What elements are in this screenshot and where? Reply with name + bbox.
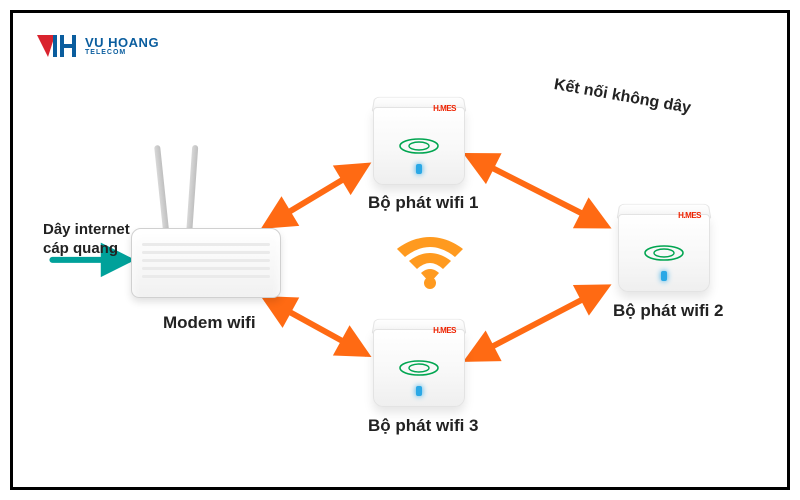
antenna-icon: [154, 145, 170, 240]
mesh-node-1: H.MES: [373, 101, 465, 186]
viettel-logo-icon: [643, 243, 685, 263]
internet-cable-label: Dây internet cáp quang: [43, 221, 130, 259]
cube-badge: H.MES: [433, 326, 456, 335]
mesh-node-2: H.MES: [618, 208, 710, 293]
diagram-frame: VU HOANG TELECOM: [10, 10, 790, 490]
status-led-icon: [416, 164, 422, 174]
wireless-connection-label: Kết nối không dây: [552, 76, 692, 118]
status-led-icon: [661, 271, 667, 281]
node1-label: Bộ phát wifi 1: [368, 193, 479, 213]
cube-badge: H.MES: [433, 104, 456, 113]
wifi-signal-icon: [393, 229, 467, 296]
node2-label: Bộ phát wifi 2: [613, 301, 724, 321]
node3-label: Bộ phát wifi 3: [368, 416, 479, 436]
modem-body: [131, 228, 281, 298]
viettel-logo-icon: [398, 358, 440, 378]
status-led-icon: [416, 386, 422, 396]
modem-label: Modem wifi: [163, 313, 256, 333]
diagram-canvas: H.MES H.MES: [13, 13, 787, 487]
viettel-logo-icon: [398, 136, 440, 156]
cube-badge: H.MES: [678, 211, 701, 220]
modem-device: [131, 228, 281, 298]
antenna-icon: [186, 145, 199, 240]
mesh-node-3: H.MES: [373, 323, 465, 408]
